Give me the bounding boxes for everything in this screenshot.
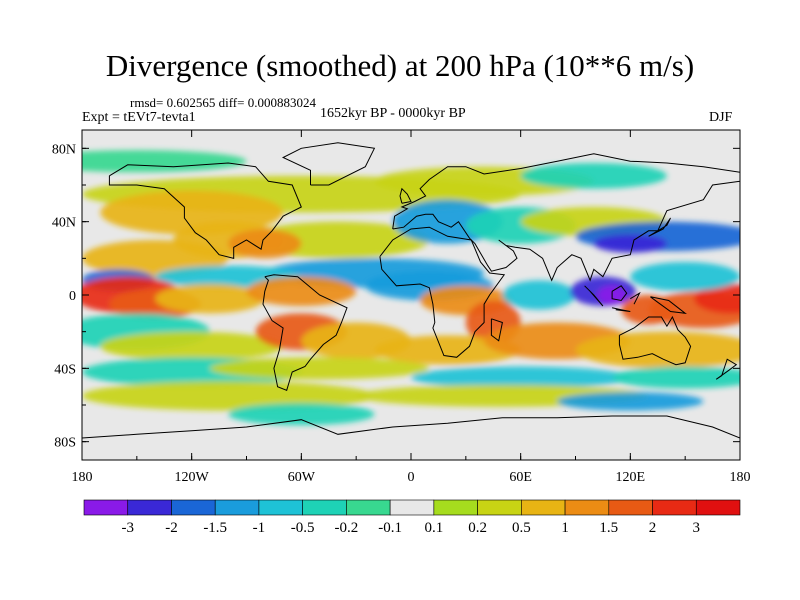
- lat-label-0: 0: [69, 289, 76, 304]
- colorbar-label: 0.2: [468, 520, 487, 536]
- colorbar-swatch: [83, 499, 129, 516]
- colorbar-label: 3: [693, 520, 701, 536]
- field-contour: [228, 229, 302, 259]
- coastline: [490, 318, 503, 342]
- lat-label-80S: 80S: [54, 436, 76, 451]
- coastline: [648, 217, 671, 237]
- colorbar-label: 0.5: [512, 520, 531, 536]
- field-contour: [209, 357, 430, 380]
- colorbar-swatch: [652, 499, 697, 516]
- experiment-label: Expt = tEVt7-tevta1: [82, 110, 196, 125]
- colorbar-swatch: [695, 499, 741, 516]
- stats-text: rmsd= 0.602565 diff= 0.000883024: [130, 95, 316, 110]
- lon-label-180: 180: [72, 470, 93, 485]
- field-contour: [374, 335, 521, 365]
- lat-label-80N: 80N: [52, 142, 76, 157]
- colorbar-swatch: [521, 499, 566, 516]
- coastline: [392, 153, 740, 282]
- colorbar-label: -1.5: [203, 520, 227, 536]
- field-contour: [228, 403, 375, 426]
- lat-label-40N: 40N: [52, 216, 76, 231]
- coastline: [262, 274, 348, 391]
- colorbar-swatch: [608, 499, 653, 516]
- field-layer: [82, 130, 740, 460]
- colorbar-label: 2: [649, 520, 657, 536]
- lon-label-120E: 120E: [616, 470, 646, 485]
- colorbar-swatch: [171, 499, 216, 516]
- coastline: [715, 358, 738, 380]
- field-contour: [630, 262, 740, 292]
- lon-label-180: 180: [730, 470, 751, 485]
- field-contour: [694, 284, 740, 314]
- coastline: [584, 285, 604, 307]
- field-contour: [411, 366, 631, 389]
- colorbar-label: 0.1: [424, 520, 443, 536]
- coastline: [82, 415, 740, 439]
- field-contour: [100, 331, 284, 362]
- colorbar-swatch: [302, 499, 347, 516]
- colorbar-label: -0.5: [291, 520, 315, 536]
- colorbar-label: -2: [165, 520, 178, 536]
- coastline: [650, 296, 687, 315]
- field-contour: [593, 234, 667, 253]
- colorbar-swatch: [258, 499, 303, 516]
- lat-label-40S: 40S: [54, 362, 76, 377]
- coastline: [108, 162, 302, 259]
- colorbar-swatch: [564, 499, 610, 516]
- lon-label-0: 0: [408, 470, 415, 485]
- coastline: [630, 291, 641, 305]
- field-contour: [82, 150, 247, 173]
- colorbar-label: -3: [121, 520, 134, 536]
- coastline: [618, 315, 692, 366]
- colorbar-label: 1: [561, 520, 569, 536]
- field-contour: [502, 280, 576, 310]
- season-label: DJF: [709, 110, 733, 125]
- coastline: [611, 307, 631, 312]
- coastline: [379, 226, 506, 358]
- coastline: [281, 142, 376, 186]
- period-label: 1652kyr BP - 0000kyr BP: [320, 106, 466, 121]
- colorbar-swatch: [389, 499, 435, 516]
- colorbar-label: -0.2: [335, 520, 359, 536]
- lon-label-60E: 60E: [509, 470, 532, 485]
- colorbar-swatch: [433, 499, 478, 516]
- colorbar-swatch: [477, 499, 522, 516]
- colorbar-swatch: [214, 499, 260, 516]
- field-contour: [246, 276, 357, 307]
- coastline: [611, 285, 628, 302]
- field-contour: [575, 331, 740, 369]
- lon-label-60W: 60W: [288, 470, 316, 485]
- field-contour: [557, 392, 704, 411]
- field-contour: [520, 163, 667, 189]
- colorbar-swatch: [346, 499, 391, 516]
- map-title: Divergence (smoothed) at 200 hPa (10**6 …: [105, 48, 695, 83]
- colorbar-swatch: [127, 499, 172, 516]
- coastline: [399, 187, 412, 204]
- colorbar-label: 1.5: [599, 520, 618, 536]
- lon-label-120W: 120W: [175, 470, 210, 485]
- field-contour: [612, 366, 740, 389]
- colorbar-label: -1: [253, 520, 266, 536]
- field-contour: [155, 284, 265, 314]
- colorbar-label: -0.1: [378, 520, 402, 536]
